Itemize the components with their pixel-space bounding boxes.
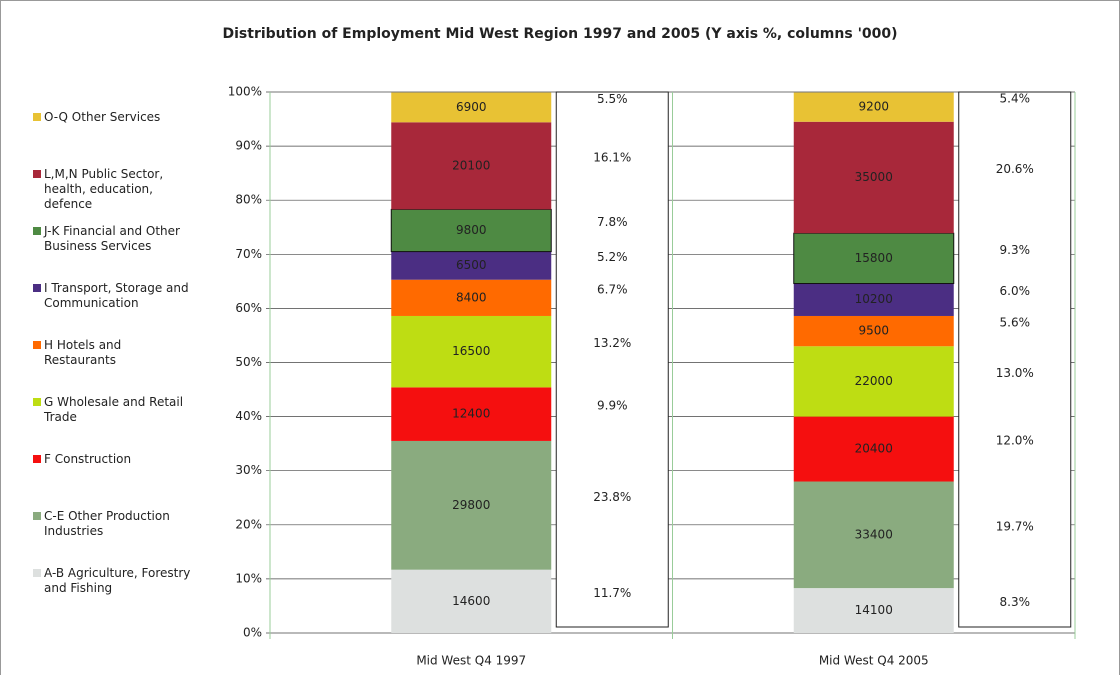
legend-entry: C-E Other Production Industries [33, 509, 203, 539]
percent-label: 12.0% [996, 434, 1034, 448]
legend-swatch [33, 455, 41, 463]
count-label: 16500 [452, 344, 490, 358]
y-tick-label: 70% [235, 247, 262, 261]
bar-segment [793, 416, 954, 482]
y-tick-label: 40% [235, 409, 262, 423]
y-tick-label: 50% [235, 355, 262, 369]
count-label: 14100 [855, 603, 893, 617]
legend-swatch [33, 170, 41, 178]
x-tick-label: Mid West Q4 1997 [416, 654, 526, 668]
percent-label: 20.6% [996, 162, 1034, 176]
bar-segment [391, 569, 552, 633]
count-label: 33400 [855, 527, 893, 541]
count-label: 12400 [452, 407, 490, 421]
percent-box [555, 91, 669, 628]
y-tick-label: 30% [235, 463, 262, 477]
count-label: 9800 [456, 223, 487, 237]
legend-entry: F Construction [33, 452, 203, 467]
bar-segment [793, 588, 954, 633]
count-label: 20400 [855, 442, 893, 456]
percent-label: 11.7% [593, 586, 631, 600]
percent-label: 9.3% [1000, 243, 1031, 257]
bar-segment [391, 440, 552, 570]
bar-segment [793, 346, 954, 417]
legend-label: F Construction [44, 452, 132, 466]
legend-entry: J-K Financial and Other Business Service… [33, 224, 203, 254]
legend-swatch [33, 284, 41, 292]
bar-segment [793, 92, 954, 122]
legend-label: O-Q Other Services [44, 110, 161, 124]
percent-label: 5.6% [1000, 316, 1031, 330]
bar-segment [793, 283, 954, 316]
legend-label: J-K Financial and Other Business Service… [44, 224, 180, 253]
y-tick-label: 10% [235, 571, 262, 585]
count-label: 35000 [855, 170, 893, 184]
bar-segment [391, 92, 552, 123]
chart-title: Distribution of Employment Mid West Regi… [223, 26, 898, 42]
bar-segment [391, 315, 552, 388]
count-label: 6900 [456, 100, 487, 114]
percent-label: 13.2% [593, 336, 631, 350]
y-tick-label: 60% [235, 301, 262, 315]
bar-segment [390, 208, 552, 253]
legend-label: L,M,N Public Sector, health, education, … [44, 167, 164, 211]
count-label: 22000 [855, 374, 893, 388]
count-label: 15800 [855, 251, 893, 265]
bar-segment [793, 121, 954, 234]
legend-entry: O-Q Other Services [33, 110, 203, 125]
percent-label: 5.2% [597, 250, 628, 264]
legend-entry: G Wholesale and Retail Trade [33, 395, 203, 425]
legend-label: A-B Agriculture, Forestry and Fishing [44, 566, 191, 595]
percent-label: 6.7% [597, 282, 628, 296]
legend-swatch [33, 341, 41, 349]
percent-label: 5.4% [1000, 92, 1031, 106]
legend-entry: H Hotels and Restaurants [33, 338, 203, 368]
count-label: 9200 [858, 100, 889, 114]
legend-label: C-E Other Production Industries [44, 509, 170, 538]
bar-segment [391, 279, 552, 316]
count-label: 9500 [858, 324, 889, 338]
y-tick-label: 100% [228, 85, 262, 99]
legend-label: G Wholesale and Retail Trade [44, 395, 184, 424]
bar-segment [793, 315, 954, 347]
legend-swatch [33, 113, 41, 121]
percent-label: 9.9% [597, 399, 628, 413]
legend-entry: L,M,N Public Sector, health, education, … [33, 167, 203, 212]
percent-label: 13.0% [996, 366, 1034, 380]
legend-swatch [33, 398, 41, 406]
y-tick-label: 90% [235, 139, 262, 153]
bar-segment [391, 251, 552, 280]
legend-entry: I Transport, Storage and Communication [33, 281, 203, 311]
percent-box [958, 91, 1072, 628]
legend-label: H Hotels and Restaurants [44, 338, 122, 367]
legend-swatch [33, 569, 41, 577]
y-tick-label: 0% [243, 626, 262, 640]
percent-label: 5.5% [597, 92, 628, 106]
percent-label: 23.8% [593, 490, 631, 504]
legend-swatch [33, 512, 41, 520]
count-label: 20100 [452, 158, 490, 172]
count-label: 29800 [452, 498, 490, 512]
y-tick-label: 20% [235, 517, 262, 531]
legend-label: I Transport, Storage and Communication [44, 281, 189, 310]
y-tick-label: 80% [235, 193, 262, 207]
count-label: 14600 [452, 594, 490, 608]
percent-label: 6.0% [1000, 284, 1031, 298]
percent-label: 19.7% [996, 519, 1034, 533]
count-label: 6500 [456, 258, 487, 272]
percent-label: 7.8% [597, 215, 628, 229]
percent-label: 8.3% [1000, 595, 1031, 609]
count-label: 10200 [855, 292, 893, 306]
legend-entry: A-B Agriculture, Forestry and Fishing [33, 566, 203, 596]
x-tick-label: Mid West Q4 2005 [819, 654, 929, 668]
bar-segment [391, 387, 552, 441]
bar-segment [793, 481, 954, 589]
percent-label: 16.1% [593, 150, 631, 164]
legend-swatch [33, 227, 41, 235]
bar-segment [391, 122, 552, 210]
bar-segment [793, 232, 955, 285]
count-label: 8400 [456, 290, 487, 304]
